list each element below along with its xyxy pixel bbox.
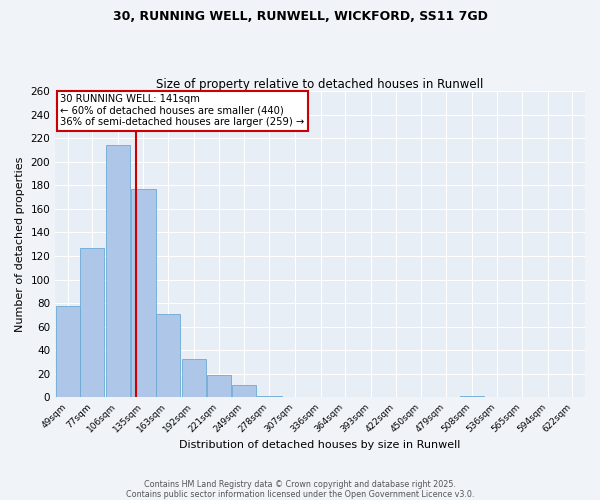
Bar — [56, 306, 80, 398]
Bar — [80, 248, 104, 398]
Bar — [207, 375, 232, 398]
Bar — [232, 384, 256, 398]
X-axis label: Distribution of detached houses by size in Runwell: Distribution of detached houses by size … — [179, 440, 461, 450]
Text: 30, RUNNING WELL, RUNWELL, WICKFORD, SS11 7GD: 30, RUNNING WELL, RUNWELL, WICKFORD, SS1… — [113, 10, 487, 23]
Bar — [156, 314, 180, 398]
Bar — [182, 358, 206, 398]
Text: Contains HM Land Registry data © Crown copyright and database right 2025.: Contains HM Land Registry data © Crown c… — [144, 480, 456, 489]
Text: 30 RUNNING WELL: 141sqm
← 60% of detached houses are smaller (440)
36% of semi-d: 30 RUNNING WELL: 141sqm ← 60% of detache… — [61, 94, 305, 128]
Bar — [257, 396, 281, 398]
Bar — [131, 189, 155, 398]
Text: Contains public sector information licensed under the Open Government Licence v3: Contains public sector information licen… — [126, 490, 474, 499]
Y-axis label: Number of detached properties: Number of detached properties — [15, 156, 25, 332]
Bar — [460, 396, 484, 398]
Title: Size of property relative to detached houses in Runwell: Size of property relative to detached ho… — [157, 78, 484, 91]
Bar — [106, 145, 130, 398]
